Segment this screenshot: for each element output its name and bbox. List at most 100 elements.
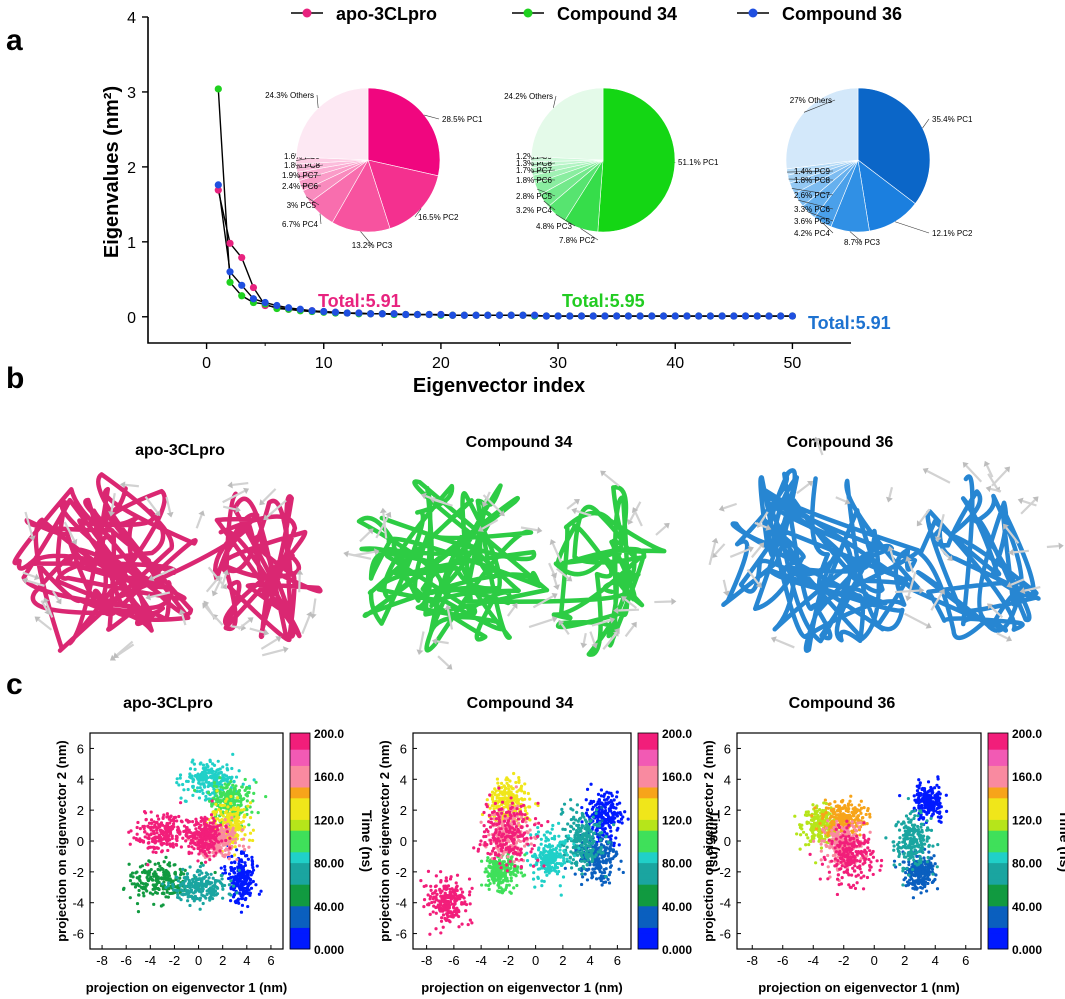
- scatter-point: [482, 824, 486, 828]
- scatter-point: [243, 861, 247, 865]
- scatter-point: [558, 848, 562, 852]
- scatter-point: [184, 839, 188, 843]
- scatter-point: [237, 868, 241, 872]
- colorbar-segment: [638, 846, 658, 853]
- data-point: [495, 311, 504, 319]
- y-tick-label: 0: [77, 834, 84, 849]
- scatter-point: [919, 793, 923, 797]
- x-tick-label: 2: [559, 953, 566, 968]
- motion-arrow: [918, 508, 931, 524]
- motion-arrow: [1005, 526, 1020, 544]
- scatter-point: [181, 881, 185, 885]
- pie-label: 1.8% PC6: [516, 176, 553, 185]
- pie-leader: [822, 222, 834, 234]
- scatter-point: [489, 866, 494, 870]
- motion-arrow-head: [887, 545, 895, 552]
- scatter-point: [533, 816, 538, 821]
- scatter-point: [480, 859, 484, 863]
- motion-arrow-head: [663, 522, 670, 529]
- scatter-point: [594, 842, 598, 846]
- scatter-point: [248, 831, 253, 835]
- scatter-point: [156, 861, 161, 865]
- scatter-point: [127, 862, 131, 866]
- pie-label: 4.2% PC4: [794, 229, 831, 238]
- data-point: [566, 312, 574, 320]
- y-tick-label: 4: [400, 772, 407, 787]
- scatter-point: [231, 884, 236, 888]
- scatter-point: [232, 817, 236, 822]
- motion-arrow-head: [379, 507, 387, 514]
- motion-arrow-head: [536, 526, 543, 534]
- colorbar-segment: [290, 738, 310, 745]
- scatter-point: [603, 827, 607, 831]
- scatter-point: [428, 912, 432, 916]
- scatter-point: [577, 850, 581, 854]
- scatter-point: [149, 833, 153, 837]
- scatter-point: [182, 872, 186, 876]
- scatter-point: [577, 846, 581, 850]
- scatter-point: [201, 846, 205, 850]
- scatter-point: [579, 859, 584, 863]
- scatter-point: [187, 844, 191, 848]
- scatter-point: [204, 841, 209, 846]
- scatter-point: [503, 823, 507, 828]
- motion-arrow-head: [42, 597, 50, 604]
- scatter-point: [576, 819, 580, 823]
- projection-title-36: Compound 36: [789, 695, 896, 712]
- scatter-point: [179, 884, 183, 888]
- scatter-point: [529, 842, 533, 846]
- motion-arrow: [930, 592, 943, 611]
- scatter-point: [197, 778, 201, 782]
- scatter-point: [221, 887, 225, 891]
- motion-arrow: [26, 579, 45, 587]
- scatter-point: [573, 872, 577, 876]
- scatter-point: [149, 867, 153, 872]
- scatter-point: [223, 871, 228, 875]
- scatter-point: [933, 862, 937, 866]
- scatter-point: [191, 835, 195, 839]
- motion-arrow-head: [987, 603, 994, 610]
- scatter-point: [229, 861, 234, 865]
- scatter-point: [141, 882, 145, 886]
- scatter-point: [610, 794, 614, 798]
- scatter-point: [615, 812, 619, 816]
- scatter-point: [232, 779, 236, 784]
- scatter-point: [539, 837, 543, 841]
- scatter-point: [591, 815, 595, 819]
- scatter-point: [608, 860, 612, 864]
- scatter-point: [155, 814, 160, 818]
- motion-arrow: [222, 505, 237, 511]
- scatter-point: [242, 807, 246, 812]
- scatter-point: [441, 925, 445, 929]
- scatter-point: [464, 909, 468, 913]
- scatter-point: [140, 864, 145, 868]
- scatter-point: [548, 849, 553, 853]
- scatter-point: [427, 903, 431, 907]
- scatter-point: [921, 817, 925, 821]
- scatter-point: [523, 813, 527, 817]
- scatter-point: [923, 789, 927, 793]
- motion-arrow-head: [962, 461, 969, 469]
- motion-arrow-head: [613, 627, 620, 635]
- scatter-point: [243, 788, 247, 793]
- scatter-point: [168, 843, 172, 847]
- y-axis-label: projection on eigenvector 2 (nm): [377, 740, 392, 942]
- scatter-point: [609, 791, 613, 795]
- scatter-point: [198, 898, 202, 902]
- scatter-point: [137, 893, 141, 897]
- pie-label: 4.8% PC3: [536, 222, 573, 231]
- scatter-point: [944, 793, 948, 797]
- scatter-point: [498, 830, 502, 834]
- scatter-point: [188, 772, 192, 776]
- scatter-point: [199, 839, 203, 843]
- scatter-point: [582, 832, 586, 836]
- scatter-point: [467, 893, 472, 897]
- scatter-point: [599, 801, 603, 805]
- colorbar-segment: [638, 873, 658, 880]
- scatter-point: [512, 833, 516, 837]
- scatter-point: [211, 821, 215, 825]
- scatter-point: [445, 913, 449, 917]
- colorbar-segment: [290, 862, 310, 869]
- scatter-point: [235, 796, 240, 800]
- colorbar-tick-label: 0.000: [314, 943, 344, 957]
